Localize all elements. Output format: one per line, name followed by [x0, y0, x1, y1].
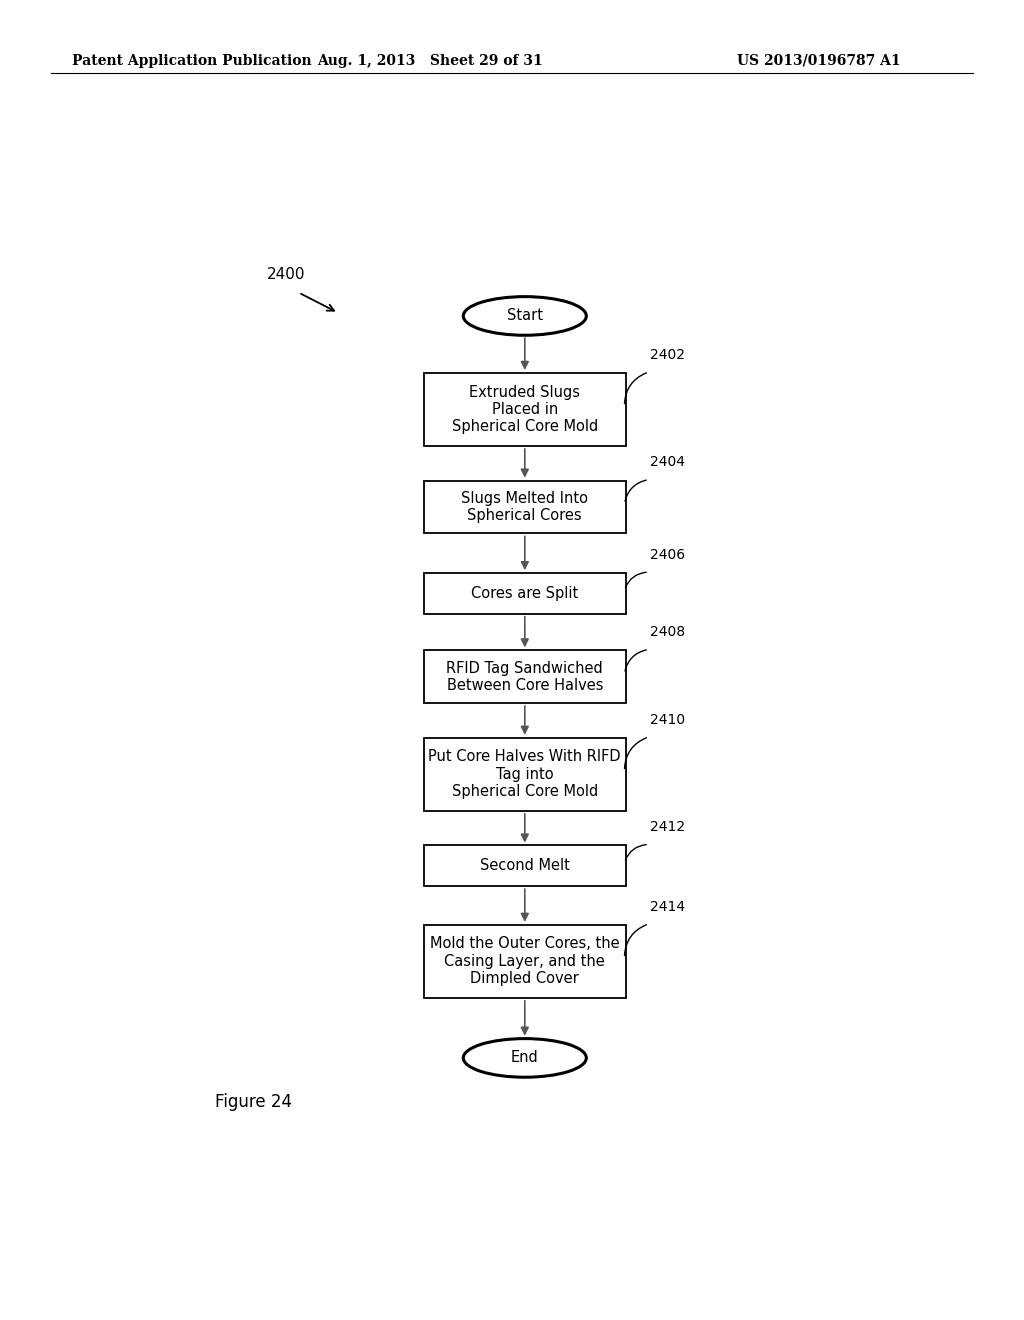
Text: Start: Start	[507, 309, 543, 323]
Text: 2404: 2404	[650, 455, 685, 470]
FancyBboxPatch shape	[424, 846, 626, 886]
Text: 2402: 2402	[650, 347, 685, 362]
Text: 2408: 2408	[650, 626, 685, 639]
Text: 2412: 2412	[650, 820, 685, 834]
Text: Extruded Slugs
Placed in
Spherical Core Mold: Extruded Slugs Placed in Spherical Core …	[452, 384, 598, 434]
Text: 2414: 2414	[650, 900, 685, 913]
FancyBboxPatch shape	[424, 573, 626, 614]
Text: RFID Tag Sandwiched
Between Core Halves: RFID Tag Sandwiched Between Core Halves	[446, 660, 603, 693]
Text: End: End	[511, 1051, 539, 1065]
FancyBboxPatch shape	[424, 480, 626, 533]
Text: Put Core Halves With RIFD
Tag into
Spherical Core Mold: Put Core Halves With RIFD Tag into Spher…	[428, 750, 622, 799]
Text: 2406: 2406	[650, 548, 685, 562]
FancyBboxPatch shape	[424, 738, 626, 810]
Text: Patent Application Publication: Patent Application Publication	[72, 54, 311, 67]
Text: 2410: 2410	[650, 713, 685, 726]
Ellipse shape	[463, 297, 587, 335]
FancyBboxPatch shape	[424, 651, 626, 704]
FancyBboxPatch shape	[424, 925, 626, 998]
Text: Aug. 1, 2013   Sheet 29 of 31: Aug. 1, 2013 Sheet 29 of 31	[317, 54, 543, 67]
Text: Slugs Melted Into
Spherical Cores: Slugs Melted Into Spherical Cores	[461, 491, 589, 523]
Ellipse shape	[463, 1039, 587, 1077]
Text: Second Melt: Second Melt	[480, 858, 569, 874]
Text: 2400: 2400	[267, 268, 305, 282]
Text: US 2013/0196787 A1: US 2013/0196787 A1	[737, 54, 901, 67]
Text: Mold the Outer Cores, the
Casing Layer, and the
Dimpled Cover: Mold the Outer Cores, the Casing Layer, …	[430, 936, 620, 986]
Text: Cores are Split: Cores are Split	[471, 586, 579, 601]
FancyBboxPatch shape	[424, 372, 626, 446]
Text: Figure 24: Figure 24	[215, 1093, 292, 1110]
